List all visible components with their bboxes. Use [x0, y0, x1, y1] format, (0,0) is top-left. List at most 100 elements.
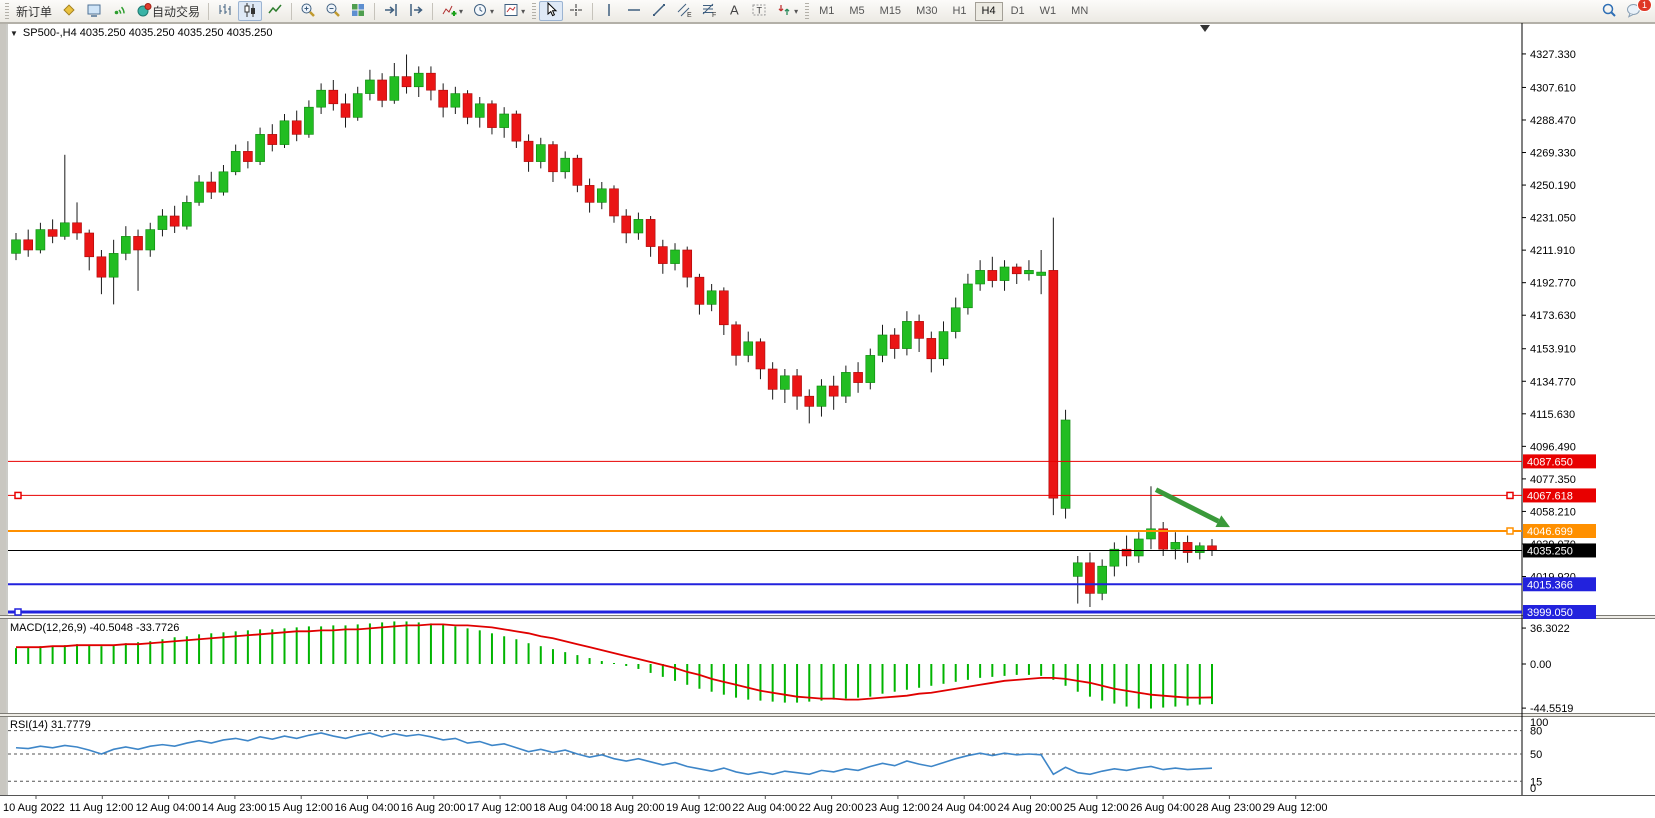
candle-body [255, 134, 265, 162]
x-axis-tick-label: 16 Aug 20:00 [401, 802, 466, 814]
toolbar-separator [432, 2, 434, 20]
level-handle[interactable] [1506, 527, 1514, 535]
zoom-in-icon [300, 2, 316, 21]
x-axis-tick-label: 11 Aug 12:00 [69, 802, 133, 814]
timeframe-button-m1[interactable]: M1 [819, 5, 835, 17]
candle-body [645, 219, 656, 247]
timeframe-button-d1[interactable]: D1 [1010, 5, 1025, 17]
text-label-button[interactable]: T [747, 1, 771, 21]
arrows-button[interactable]: ▾ [772, 1, 802, 21]
candle-body [84, 232, 95, 258]
clock-icon [472, 2, 488, 21]
candle-body [1207, 545, 1217, 551]
toolbar-separator [291, 2, 293, 20]
chart-shift-button[interactable] [404, 1, 428, 21]
data-window-button[interactable] [82, 1, 106, 21]
candle-body [621, 215, 632, 234]
level-handle[interactable] [14, 608, 22, 616]
timeframe-button-h1[interactable]: H1 [952, 5, 967, 17]
equidistant-channel-button[interactable]: E [672, 1, 696, 21]
tile-windows-button[interactable] [346, 1, 370, 21]
candle-body [72, 222, 82, 234]
toolbar-grip[interactable] [5, 2, 9, 20]
timeframe-button-m5[interactable]: M5 [849, 5, 865, 17]
search-button[interactable] [1597, 1, 1621, 21]
candle-body [340, 103, 351, 118]
y-axis-tick-label: 4192.770 [1530, 278, 1576, 290]
candle-body [1109, 548, 1120, 567]
toolbar-grip[interactable] [532, 2, 537, 20]
timeframe-button-h4[interactable]: H4 [974, 1, 1003, 21]
auto-scroll-button[interactable] [379, 1, 403, 21]
x-axis-tick-label: 14 Aug 23:00 [202, 802, 267, 814]
fibonacci-icon: F [701, 2, 717, 21]
zoom-in-button[interactable] [296, 1, 320, 21]
pane-separator[interactable] [0, 713, 1655, 717]
bar-chart-button[interactable] [213, 1, 237, 21]
candle-body [304, 106, 314, 135]
line-chart-button[interactable] [263, 1, 287, 21]
price-chart[interactable]: 4327.330 4307.610 4288.470 4269.330 4250.190… [0, 23, 1655, 818]
candle-body [1146, 528, 1156, 540]
timeframe-button-m15[interactable]: M15 [879, 5, 902, 17]
candle-body [182, 202, 192, 227]
rsi-axis-tick-label: 80 [1530, 726, 1542, 738]
arrows-icon [776, 2, 792, 21]
fibonacci-button[interactable]: F [697, 1, 721, 21]
y-axis-tick-label: 4134.770 [1530, 376, 1576, 388]
x-axis-tick-label: 18 Aug 20:00 [600, 802, 665, 814]
timeframe-button-w1[interactable]: W1 [1039, 5, 1057, 17]
crosshair-button[interactable] [564, 1, 588, 21]
pane-separator[interactable] [0, 615, 1655, 619]
chevron-down-icon: ▾ [521, 6, 526, 16]
channel-icon: E [676, 2, 692, 21]
market-watch-button[interactable] [57, 1, 81, 21]
trendline-button[interactable] [647, 1, 671, 21]
zoom-out-button[interactable] [321, 1, 345, 21]
price-level-box [1523, 454, 1596, 469]
notifications-button[interactable]: 1 [1622, 0, 1652, 21]
periods-button[interactable]: ▾ [468, 1, 498, 21]
svg-text:A: A [730, 2, 739, 17]
level-handle[interactable] [1506, 491, 1514, 500]
price-level-box-label: 4067.618 [1527, 490, 1573, 502]
level-handle[interactable] [14, 491, 22, 500]
signals-button[interactable] [107, 1, 131, 21]
candle-body [35, 229, 46, 251]
cursor-button[interactable] [539, 1, 564, 21]
chart-window: 4327.330 4307.610 4288.470 4269.330 4250.190… [0, 23, 1655, 818]
autotrading-label: 自动交易 [152, 4, 201, 19]
text-button[interactable]: A [722, 1, 746, 21]
toolbar-grip[interactable] [805, 2, 810, 20]
indicators-button[interactable]: ▾ [437, 1, 467, 21]
vertical-line-button[interactable] [597, 1, 621, 21]
y-axis-tick-label: 4211.910 [1530, 245, 1575, 257]
toolbar-separator [208, 2, 210, 20]
candle-body [865, 355, 876, 383]
trend-arrow-shaft[interactable] [1154, 487, 1220, 524]
zoom-out-icon [325, 2, 341, 21]
price-level-box [1523, 523, 1596, 538]
horizontal-line-button[interactable] [622, 1, 646, 21]
templates-button[interactable]: ▾ [499, 1, 529, 21]
candle-body [121, 236, 131, 254]
chart-shift-marker[interactable] [1200, 25, 1210, 32]
timeframe-button-m30[interactable]: M30 [916, 5, 938, 17]
candle-body [157, 215, 168, 230]
new-order-button[interactable]: 新订单 [16, 4, 53, 19]
candle-body [828, 385, 839, 397]
candle-body [401, 76, 412, 88]
timeframe-button-mn[interactable]: MN [1071, 5, 1089, 17]
candle-body [413, 72, 424, 88]
candle-body [633, 219, 644, 234]
candlestick-chart-button[interactable] [238, 1, 263, 21]
cursor-icon [543, 1, 559, 21]
macd-axis-tick-label: 36.3022 [1530, 623, 1570, 635]
autotrading-button[interactable]: 自动交易 [132, 1, 204, 21]
candle-body [548, 144, 558, 173]
autotrading-icon [136, 2, 152, 21]
candle-body [1158, 528, 1168, 550]
candle-body [1048, 270, 1059, 499]
trend-arrow-head[interactable] [1215, 515, 1230, 528]
